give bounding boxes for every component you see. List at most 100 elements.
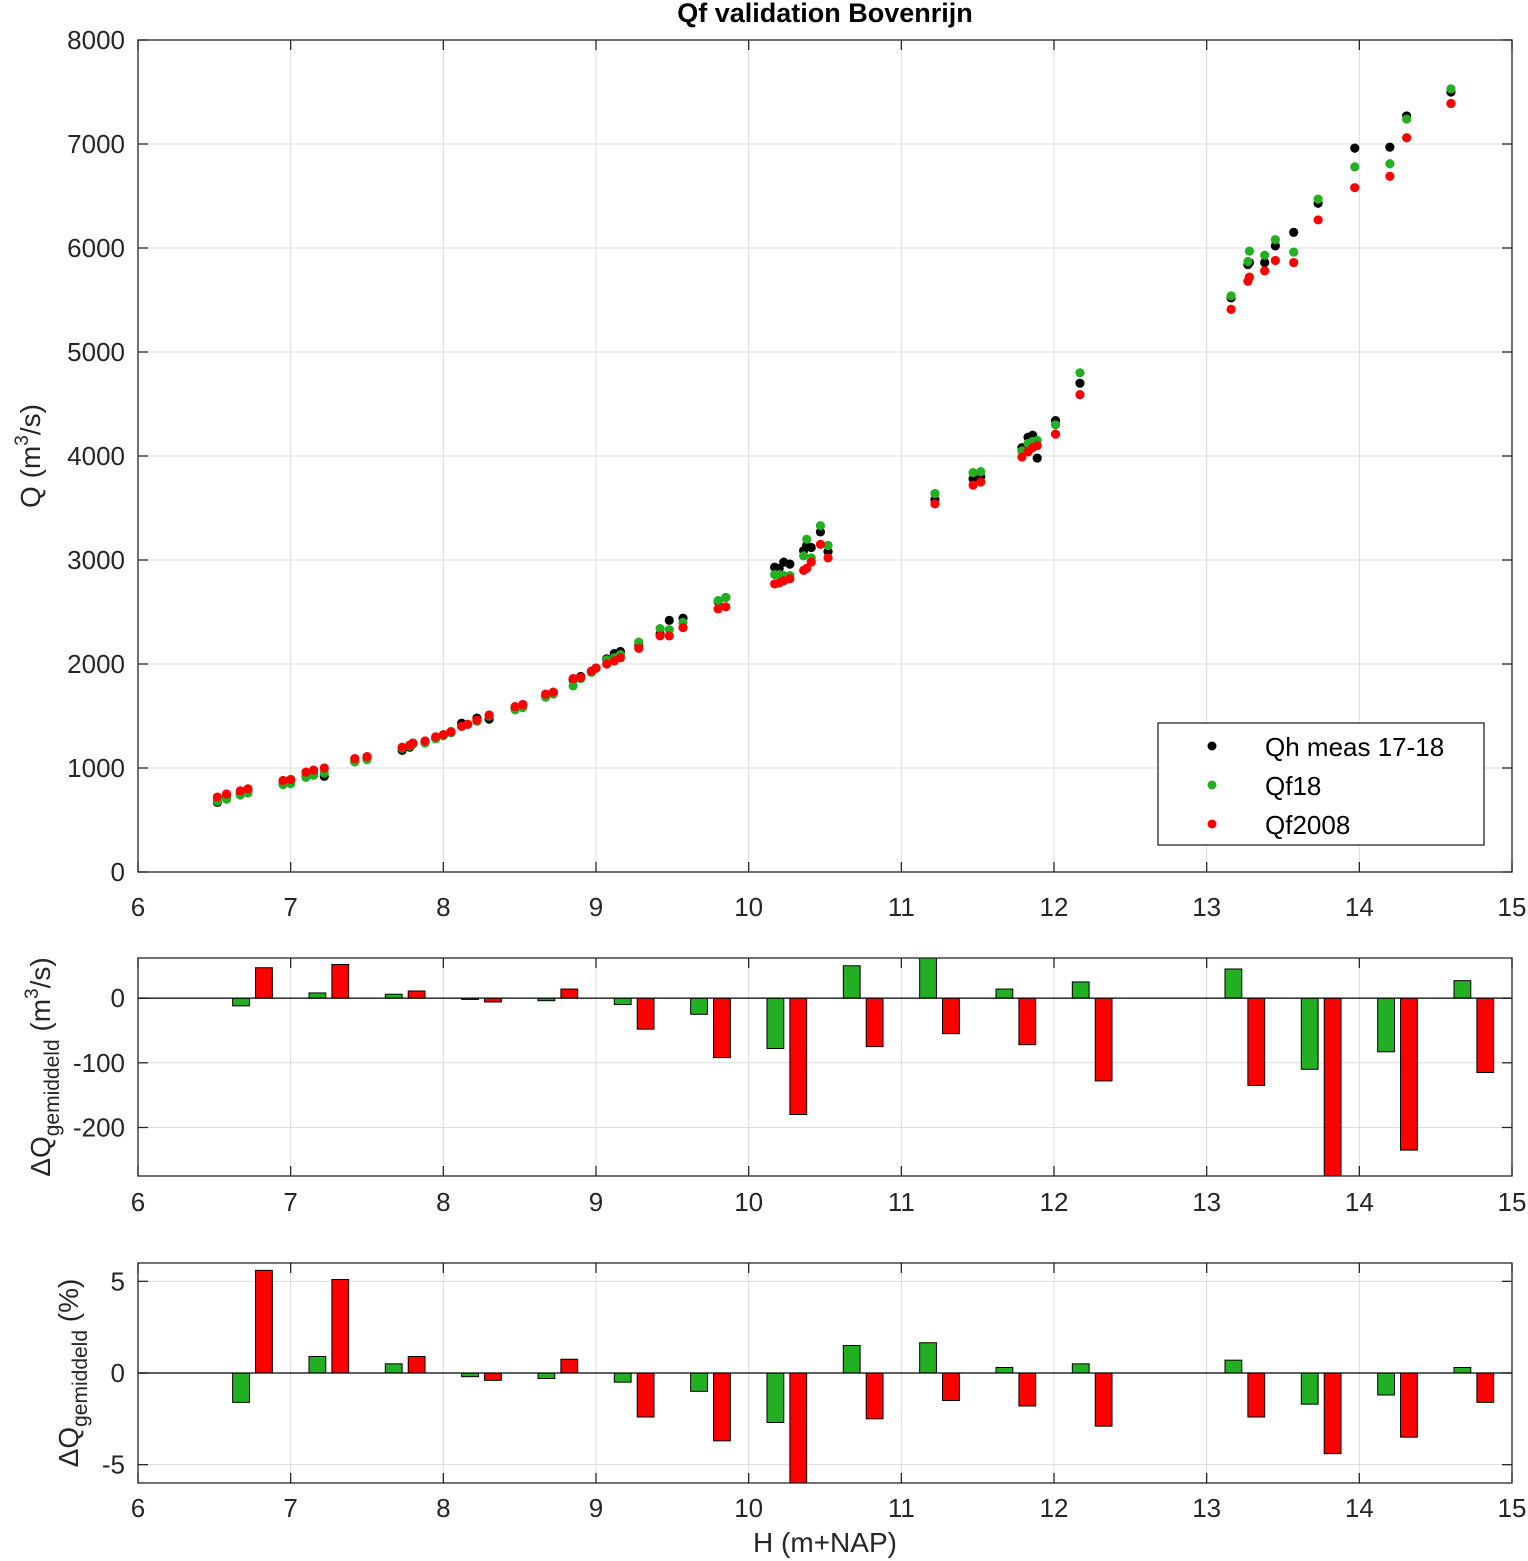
scatter-y-axis-label: Q (m3/s) — [12, 404, 46, 508]
abs-diff-x-tick-labels: 6 7 8 9 10 11 12 13 14 15 — [131, 1187, 1527, 1217]
bar-qf18 — [1453, 1367, 1472, 1374]
x-tick-label: 12 — [1040, 1187, 1069, 1217]
point-qf18 — [1243, 256, 1253, 267]
point-qf2008 — [968, 480, 978, 490]
x-tick-label: 6 — [131, 892, 145, 922]
bar-qf18 — [690, 1372, 708, 1392]
point-qf2008 — [634, 643, 644, 654]
bar-qf2008 — [331, 963, 350, 999]
point-qf2008 — [785, 574, 795, 584]
y-tick-label: 0 — [111, 857, 125, 887]
bar-qf2008 — [407, 990, 426, 999]
x-tick-label: 8 — [436, 1493, 450, 1523]
point-qh-meas — [1032, 453, 1042, 463]
abs-diff-y-label-post: (m — [25, 999, 56, 1039]
y-tick-label: 5000 — [67, 337, 125, 367]
point-qf2008 — [615, 653, 626, 663]
point-qf18 — [930, 488, 940, 499]
point-qf2008 — [472, 715, 482, 725]
point-qf2008 — [278, 775, 288, 786]
point-qf18 — [1289, 247, 1299, 257]
point-qf2008 — [301, 767, 311, 777]
y-tick-label: 8000 — [67, 25, 125, 55]
point-qf2008 — [1075, 390, 1085, 400]
pct-diff-bars — [138, 1269, 1512, 1484]
bar-qf18 — [1224, 968, 1243, 999]
bar-qf2008 — [1094, 1372, 1113, 1427]
bar-qf2008 — [255, 1269, 273, 1374]
bar-qf2008 — [560, 1358, 579, 1374]
point-qf2008 — [548, 687, 558, 697]
point-qf2008 — [1289, 257, 1299, 268]
y-tick-label: 7000 — [67, 129, 125, 159]
scatter-y-label-pre: Q (m — [15, 446, 46, 508]
point-qf2008 — [1226, 304, 1236, 314]
point-qf18 — [1446, 84, 1456, 94]
point-qf18 — [1244, 246, 1255, 256]
bar-qf2008 — [255, 967, 273, 999]
scatter-x-tick-labels: 6 7 8 9 10 11 12 13 14 15 — [131, 892, 1527, 922]
bar-qf18 — [308, 992, 327, 999]
x-tick-label: 9 — [589, 1493, 603, 1523]
pct-diff-x-tick-labels: 6 7 8 9 10 11 12 13 14 15 — [131, 1493, 1527, 1523]
bar-qf2008 — [1018, 997, 1037, 1046]
point-qf2008 — [664, 631, 674, 641]
point-qh-meas — [1289, 227, 1299, 237]
point-qf18 — [721, 592, 731, 603]
x-tick-label: 15 — [1498, 1187, 1527, 1217]
x-tick-label: 8 — [436, 892, 450, 922]
bar-qf18 — [1071, 1363, 1090, 1374]
point-qf2008 — [815, 539, 826, 550]
bar-qf18 — [766, 997, 785, 1050]
point-qf18 — [568, 681, 578, 691]
y-tick-label: 5 — [111, 1266, 125, 1296]
chart-title: Qf validation Bovenrijn — [677, 0, 973, 28]
x-tick-label: 11 — [888, 1493, 915, 1523]
x-tick-label: 14 — [1345, 1187, 1374, 1217]
point-qf18 — [1260, 250, 1270, 260]
point-qh-meas — [1075, 378, 1085, 388]
bar-qf18 — [919, 957, 937, 999]
point-qf2008 — [541, 689, 551, 699]
scatter-points — [212, 84, 1456, 807]
x-tick-label: 10 — [734, 1187, 763, 1217]
point-qf2008 — [1050, 429, 1061, 439]
x-tick-label: 7 — [283, 892, 297, 922]
x-tick-label: 13 — [1192, 892, 1221, 922]
bar-qf2008 — [942, 1372, 960, 1401]
bar-qf2008 — [789, 1372, 808, 1484]
point-qf2008 — [721, 602, 731, 612]
point-qf2008 — [806, 557, 816, 567]
x-tick-label: 14 — [1345, 892, 1374, 922]
x-tick-label: 13 — [1192, 1493, 1221, 1523]
bar-qf2008 — [484, 1372, 502, 1381]
abs-diff-plot-area — [138, 958, 1512, 1176]
point-qf18 — [1402, 114, 1412, 124]
point-qf2008 — [397, 742, 407, 752]
y-tick-label: 4000 — [67, 441, 125, 471]
abs-diff-y-label-post2: /s) — [25, 957, 56, 988]
x-tick-label: 15 — [1498, 1493, 1527, 1523]
point-qf18 — [1226, 291, 1236, 301]
point-qf2008 — [243, 784, 253, 794]
x-tick-label: 11 — [888, 892, 915, 922]
point-qf2008 — [1244, 272, 1255, 282]
pct-diff-panel: 6 7 8 9 10 11 12 13 14 15 -5 0 5 ΔQgemiddeld (%) H … — [53, 1262, 1527, 1558]
bar-qf18 — [308, 1356, 327, 1374]
point-qf2008 — [235, 786, 245, 796]
x-tick-label: 11 — [888, 1187, 915, 1217]
x-tick-label: 15 — [1498, 892, 1527, 922]
point-qf2008 — [308, 765, 319, 775]
bar-qf18 — [919, 1342, 937, 1374]
point-qf2008 — [438, 730, 448, 740]
pct-diff-y-tick-labels: -5 0 5 — [102, 1266, 125, 1479]
point-qf18 — [1270, 235, 1280, 245]
legend-entry-qh-meas: Qh meas 17-18 — [1265, 732, 1444, 762]
point-qf2008 — [319, 763, 329, 773]
point-qh-meas — [785, 559, 795, 569]
bar-qf2008 — [1018, 1372, 1037, 1407]
x-tick-label: 8 — [436, 1187, 450, 1217]
bar-qf2008 — [636, 1372, 655, 1418]
point-qf2008 — [408, 738, 418, 748]
bar-qf2008 — [1476, 1372, 1495, 1403]
